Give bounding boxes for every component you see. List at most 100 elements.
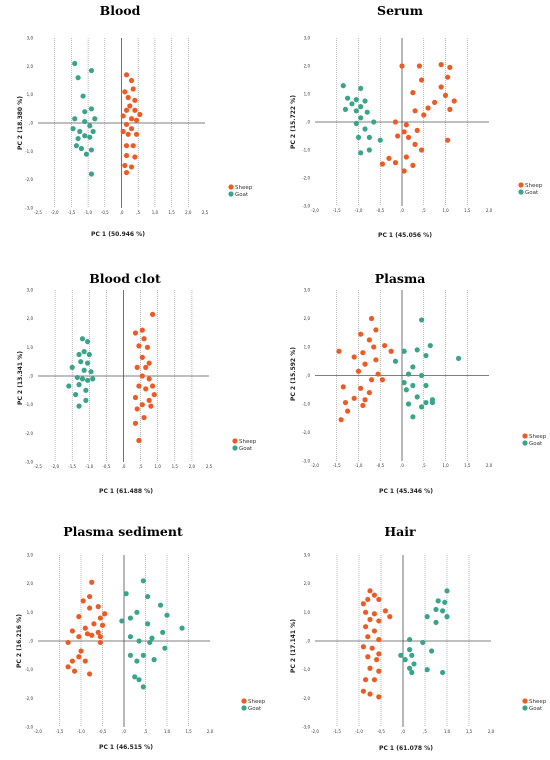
x-tick-label: 1,0 xyxy=(155,464,162,469)
sheep-point xyxy=(148,403,154,409)
goat-point xyxy=(145,621,151,627)
goat-point xyxy=(80,93,86,99)
goat-point xyxy=(162,645,168,651)
goat-point xyxy=(157,602,164,608)
goat-point xyxy=(83,151,90,157)
sheep-point xyxy=(451,98,457,104)
sheep-point xyxy=(373,327,379,333)
legend-marker-goat xyxy=(232,445,238,451)
sheep-point xyxy=(89,579,95,585)
plot-area: -2,5 -2,0 -1,5 -1,0 -0,5 ,0 ,5 1,0 1,5 2,0 2,5 3,0 2… xyxy=(25,36,234,215)
goat-point xyxy=(407,647,413,653)
goat-point xyxy=(362,98,368,104)
y-axis-label: PC 2 (13.341 %) xyxy=(17,351,24,405)
sheep-point xyxy=(102,611,108,617)
sheep-point xyxy=(132,107,138,113)
y-tick-label: 2,0 xyxy=(27,316,34,321)
y-tick-label: ,0 xyxy=(306,120,310,125)
x-tick-label: -2,5 xyxy=(34,210,42,215)
plot-area: -2,0 -1,5 -1,0 -0,5 ,0 ,5 1,0 1,5 2,0 3,0 2,0 1,0 ,0… xyxy=(302,288,528,468)
sheep-point xyxy=(120,128,126,135)
sheep-point xyxy=(382,342,388,349)
y-tick-label: 1,0 xyxy=(27,92,34,97)
sheep-point xyxy=(76,654,82,660)
y-tick-label: -3,0 xyxy=(25,460,33,465)
x-tick-label: ,5 xyxy=(144,729,148,734)
sheep-point xyxy=(365,654,371,660)
goat-point xyxy=(81,349,87,355)
legend-label-sheep: Sheep xyxy=(529,699,547,705)
goat-point xyxy=(132,674,138,680)
sheep-point xyxy=(371,344,377,350)
y-tick-label: 1,0 xyxy=(27,345,34,350)
y-tick-label: 3,0 xyxy=(27,553,34,558)
goat-point xyxy=(73,392,79,398)
sheep-point xyxy=(132,154,138,160)
x-tick-label: -1,0 xyxy=(355,463,363,468)
goat-point xyxy=(127,634,134,640)
legend-label-goat: Goat xyxy=(239,446,253,452)
y-tick-label: 1,0 xyxy=(304,610,311,615)
sheep-point xyxy=(80,598,86,604)
x-tick-label: 1,0 xyxy=(152,210,159,215)
goat-point xyxy=(358,85,364,91)
goat-point xyxy=(442,599,448,605)
sheep-point xyxy=(421,112,427,118)
sheep-point xyxy=(65,664,71,670)
sheep-point xyxy=(127,103,133,109)
sheep-point xyxy=(69,628,75,634)
x-tick-label: -2,0 xyxy=(51,464,59,469)
goat-point xyxy=(87,134,93,140)
x-tick-label: -2,0 xyxy=(311,463,319,468)
goat-point xyxy=(87,123,93,129)
goat-point xyxy=(444,614,450,620)
goat-point xyxy=(149,635,155,641)
sheep-point xyxy=(399,63,405,69)
x-tick-label: 1,0 xyxy=(442,463,449,468)
goat-point xyxy=(90,128,96,135)
goat-point xyxy=(358,115,364,121)
legend-marker-sheep xyxy=(241,698,247,704)
sheep-point xyxy=(365,634,371,640)
sheep-point xyxy=(139,354,145,360)
sheep-point xyxy=(128,116,135,122)
goat-point xyxy=(88,171,95,177)
sheep-point xyxy=(143,364,149,370)
x-tick-label: 2,0 xyxy=(189,464,196,469)
sheep-point xyxy=(141,414,147,421)
goat-point xyxy=(164,612,170,618)
sheep-point xyxy=(382,608,388,614)
x-tick-label: ,5 xyxy=(136,210,140,215)
goat-point xyxy=(147,639,153,646)
sheep-point xyxy=(123,169,130,176)
x-tick-label: -0,5 xyxy=(102,464,110,469)
legend-label-goat: Goat xyxy=(525,190,539,196)
y-tick-label: -2,0 xyxy=(25,696,33,701)
goat-point xyxy=(81,367,87,373)
sheep-point xyxy=(136,437,142,444)
y-tick-label: -1,0 xyxy=(25,402,33,407)
sheep-point xyxy=(401,168,407,174)
panel-plasma-sediment: -2,0 -1,5 -1,0 -0,5 ,0 ,5 1,0 1,5 2,0 3,0 2,0 1,0 ,0… xyxy=(0,506,275,759)
goat-point xyxy=(414,347,420,353)
goat-point xyxy=(345,95,351,101)
x-axis-label: PC 1 (46.515 %) xyxy=(99,744,153,751)
x-tick-label: -1,0 xyxy=(355,208,363,213)
goat-point xyxy=(83,397,89,403)
x-tick-label: -1,5 xyxy=(68,464,76,469)
x-tick-label: 1,5 xyxy=(168,210,175,215)
sheep-point xyxy=(438,84,444,90)
goat-point xyxy=(84,377,91,383)
goat-point xyxy=(79,376,86,382)
x-tick-label: -2,0 xyxy=(34,729,42,734)
x-tick-label: -2,0 xyxy=(311,208,319,213)
plot-area: -2,0 -1,5 -1,0 -0,5 ,0 ,5 1,0 1,5 2,0 3,0 2,0 1,0 ,0… xyxy=(25,553,247,734)
sheep-point xyxy=(133,131,140,137)
pca-plot-blood-clot: -2,5 -2,0 -1,5 -1,0 -0,5 ,0 ,5 1,0 1,5 2,0 2,5 3,0 2… xyxy=(17,271,257,495)
sheep-point xyxy=(442,92,449,98)
sheep-point xyxy=(403,154,409,160)
x-tick-label: 1,5 xyxy=(185,729,192,734)
goat-point xyxy=(366,134,372,140)
sheep-point xyxy=(358,331,364,337)
sheep-point xyxy=(388,348,394,354)
